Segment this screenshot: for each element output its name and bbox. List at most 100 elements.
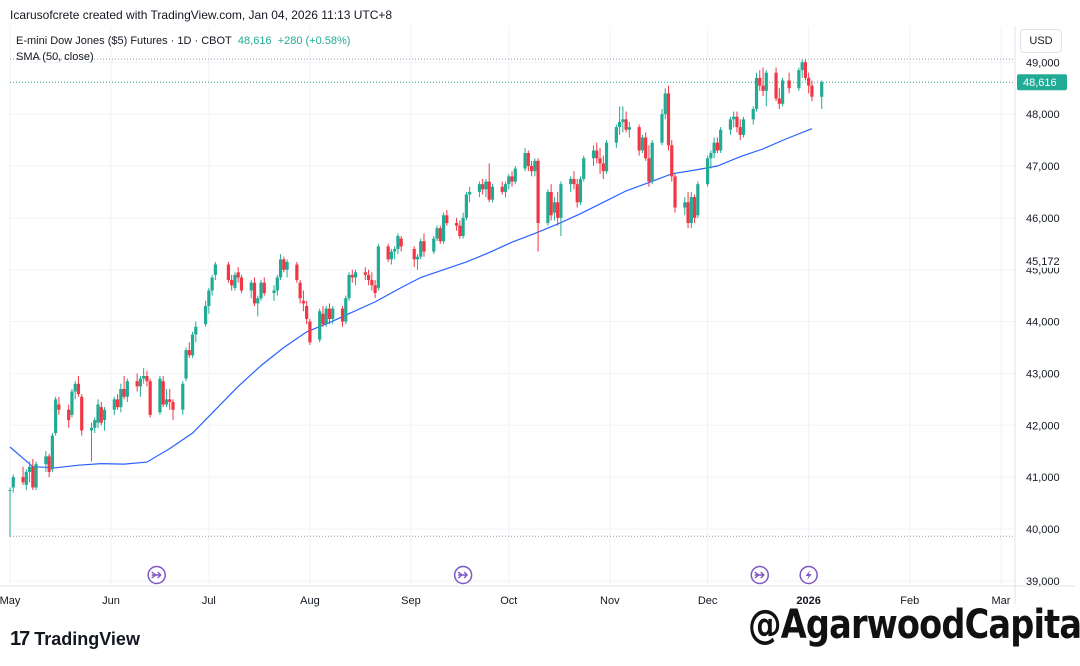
candle xyxy=(458,220,462,239)
candle xyxy=(233,272,237,291)
candle xyxy=(601,155,605,179)
candle xyxy=(236,267,240,283)
split-event-icon[interactable] xyxy=(147,565,166,585)
candle-body xyxy=(546,191,550,224)
candle xyxy=(663,88,667,120)
candle xyxy=(213,261,217,281)
candle-body xyxy=(249,282,253,291)
candle-body xyxy=(54,399,58,434)
candle-body xyxy=(591,150,596,159)
candle xyxy=(445,210,449,226)
candle-body xyxy=(575,184,579,203)
candle-body xyxy=(559,184,563,218)
indicator-label[interactable]: SMA (50, close) xyxy=(16,51,94,63)
candle-body xyxy=(344,298,348,322)
candle-body xyxy=(536,160,540,224)
candle-body xyxy=(370,280,374,286)
candle-body xyxy=(213,264,217,275)
candle xyxy=(692,194,697,224)
candle xyxy=(164,388,169,408)
candle xyxy=(803,59,808,81)
candle xyxy=(552,197,556,221)
candle xyxy=(396,233,400,255)
candle xyxy=(696,181,700,218)
candle xyxy=(754,72,759,112)
candle-body xyxy=(490,186,495,200)
instrument-label[interactable]: E-mini Dow Jones ($5) Futures · 1D · CBO… xyxy=(16,35,232,47)
candle xyxy=(125,378,129,402)
candle-body xyxy=(468,191,472,195)
candle-body xyxy=(230,280,234,286)
candle xyxy=(666,85,671,151)
candle-body xyxy=(76,383,81,395)
candle xyxy=(604,140,609,174)
candle-body xyxy=(298,282,302,299)
candle xyxy=(366,269,371,286)
candle xyxy=(441,212,446,244)
candle-body xyxy=(696,184,700,216)
y-tick-label: 42,000 xyxy=(1026,420,1060,432)
candle-body xyxy=(670,145,674,177)
candle-body xyxy=(233,274,237,288)
dividend-lightning-icon[interactable] xyxy=(799,565,818,585)
candle xyxy=(810,80,814,102)
candle-body xyxy=(171,401,175,410)
candle xyxy=(637,124,641,156)
candle xyxy=(559,181,563,236)
candle xyxy=(89,422,94,462)
candle-body xyxy=(526,153,530,166)
candle-body xyxy=(458,225,462,236)
candle xyxy=(278,254,283,281)
candle-body xyxy=(660,114,664,143)
candle xyxy=(70,388,74,418)
candle-body xyxy=(135,381,139,387)
currency-selector[interactable]: USD xyxy=(1020,29,1062,53)
candle-body xyxy=(686,202,690,224)
candle-body xyxy=(122,388,126,397)
candle-body xyxy=(445,215,449,224)
candle-body xyxy=(513,168,517,182)
candle-body xyxy=(663,93,667,115)
candle xyxy=(308,318,312,345)
split-event-icon[interactable] xyxy=(750,565,770,585)
candle xyxy=(807,72,811,94)
candle xyxy=(203,300,208,327)
y-tick-label: 40,000 xyxy=(1026,524,1060,536)
candle xyxy=(591,145,596,166)
candle xyxy=(318,308,322,343)
candle-body xyxy=(637,127,641,151)
candle-body xyxy=(138,378,142,387)
candle-body xyxy=(73,383,77,392)
candle xyxy=(285,259,289,278)
candle-body xyxy=(810,85,814,97)
price-label: 45,172 xyxy=(1026,256,1060,268)
candle-body xyxy=(373,285,377,294)
split-event-icon[interactable] xyxy=(453,565,473,585)
y-tick-label: 41,000 xyxy=(1026,472,1060,484)
candle xyxy=(275,274,279,296)
candle xyxy=(686,191,690,229)
candle xyxy=(370,272,374,291)
candle xyxy=(57,396,61,415)
candle xyxy=(575,178,579,208)
candle xyxy=(732,111,736,128)
candle xyxy=(93,417,97,434)
watermark-handle: @AgarwoodCapital xyxy=(748,602,1080,648)
candle xyxy=(595,142,599,164)
candle-body xyxy=(194,326,198,335)
candle xyxy=(621,106,625,133)
candle xyxy=(464,191,468,221)
tradingview-logo[interactable]: 17 TradingView xyxy=(10,628,140,650)
candle-body xyxy=(324,308,328,325)
candle xyxy=(239,274,244,294)
candle-body xyxy=(256,298,260,304)
candle-body xyxy=(712,142,716,154)
candle xyxy=(347,272,351,301)
candle-body xyxy=(184,350,188,379)
candle-body xyxy=(67,409,71,421)
candle xyxy=(507,173,511,190)
candle-body xyxy=(797,70,801,89)
candle-body xyxy=(190,334,195,356)
candle-body xyxy=(278,259,283,278)
